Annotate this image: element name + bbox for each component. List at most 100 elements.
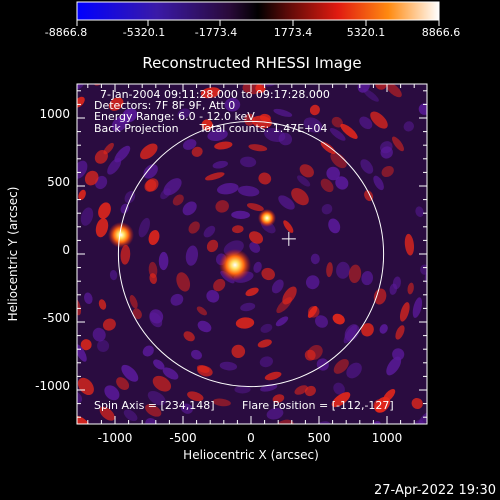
pattern-blob (273, 108, 293, 117)
footer-timestamp: 27-Apr-2022 19:30 (374, 483, 496, 498)
pattern-blob (102, 318, 116, 331)
pattern-blob (245, 287, 259, 297)
pattern-blob (392, 276, 401, 290)
pattern-blob (386, 356, 402, 376)
pattern-blob (145, 404, 162, 417)
pattern-blob (140, 143, 158, 160)
pattern-blob (145, 417, 157, 424)
pattern-blob (152, 375, 172, 392)
pattern-blob (98, 202, 111, 219)
pattern-blob (231, 344, 246, 359)
pattern-blob (346, 362, 362, 379)
pattern-blob (255, 84, 266, 94)
pattern-blob (120, 244, 131, 265)
pattern-blob (283, 220, 294, 233)
colorbar-gradient (76, 1, 440, 21)
pattern-blob (188, 221, 200, 234)
pattern-blob (361, 271, 374, 286)
y-tick-label: 500 (47, 175, 70, 189)
pattern-blob (373, 175, 384, 191)
pattern-blob (148, 261, 158, 279)
pattern-blob (137, 428, 158, 444)
pattern-blob (232, 225, 244, 234)
pattern-blob (206, 239, 219, 253)
colorbar-tick-label: 8866.6 (422, 26, 461, 39)
x-axis-label: Heliocentric X (arcsec) (183, 448, 319, 462)
pattern-blob (248, 144, 268, 152)
pattern-blob (78, 189, 86, 201)
pattern-blob (357, 84, 370, 93)
pattern-blob (257, 339, 272, 348)
axis-ticks (77, 84, 427, 424)
pattern-blob (200, 87, 221, 99)
pattern-blob (84, 170, 99, 186)
pattern-blob (77, 160, 88, 179)
pattern-blob (272, 394, 285, 403)
colorbar-tick-label: -8866.8 (45, 26, 87, 39)
pattern-blob (418, 412, 427, 424)
y-tick-label: -500 (43, 311, 70, 325)
pattern-blob (84, 292, 93, 305)
pattern-blob (315, 315, 328, 328)
pattern-blob (246, 203, 264, 212)
pattern-blob (123, 409, 138, 422)
pattern-blob (303, 117, 323, 133)
pattern-blob (282, 286, 297, 305)
pattern-blob (264, 371, 282, 381)
pattern-blob (147, 391, 166, 406)
pattern-blob (321, 204, 333, 215)
pattern-blob (332, 313, 345, 325)
pattern-blob (98, 299, 107, 310)
pattern-blob (80, 339, 92, 351)
pattern-blob (144, 179, 157, 192)
pattern-blob (291, 187, 309, 206)
pattern-blob (348, 264, 362, 283)
pattern-blob (259, 356, 274, 368)
pattern-blob (240, 156, 257, 168)
pattern-blob (373, 399, 387, 413)
pattern-blob (182, 139, 197, 150)
pattern-blob (244, 113, 255, 126)
pattern-blob (143, 164, 158, 179)
pattern-blob (196, 306, 207, 316)
pattern-blob (305, 275, 320, 290)
spin-axis-label: Spin Axis = [234,148] (94, 399, 215, 412)
solar-limb-circle (117, 120, 385, 388)
colorbar-tick-label: 5320.1 (347, 26, 386, 39)
pattern-blob (58, 136, 72, 151)
pattern-blob (231, 210, 250, 220)
pattern-blob (395, 325, 405, 340)
pattern-blob (176, 272, 191, 292)
pattern-blob (214, 141, 233, 150)
pattern-blob (407, 282, 414, 295)
pattern-blob (333, 358, 349, 374)
pattern-blob (392, 348, 405, 361)
secondary-source (258, 209, 276, 227)
pattern-blob (294, 385, 308, 395)
pattern-blob (215, 200, 229, 213)
pattern-blob (258, 172, 272, 185)
x-tick-label: -1000 (98, 431, 133, 445)
pattern-blob (129, 295, 138, 309)
pattern-blob (403, 121, 414, 132)
pattern-blob (336, 261, 350, 279)
pattern-blob (103, 142, 114, 155)
pattern-blob (191, 146, 203, 157)
info-energy-range: Energy Range: 6.0 - 12.0 keV (94, 110, 255, 123)
pattern-blob (335, 176, 349, 190)
pattern-blob (59, 60, 80, 81)
pattern-blob (57, 127, 73, 143)
pattern-blob (190, 349, 203, 360)
pattern-blob (434, 231, 450, 251)
pattern-blob (331, 392, 351, 408)
pattern-blob (149, 273, 157, 285)
pattern-blob (344, 324, 360, 342)
pattern-blob (260, 323, 273, 333)
pattern-blob (224, 97, 241, 112)
pattern-blob (411, 397, 423, 410)
pattern-blob (185, 245, 199, 266)
pattern-blob (153, 359, 165, 370)
pattern-blob (109, 270, 118, 281)
pattern-blob (158, 251, 169, 271)
x-tick-label: 0 (247, 431, 255, 445)
